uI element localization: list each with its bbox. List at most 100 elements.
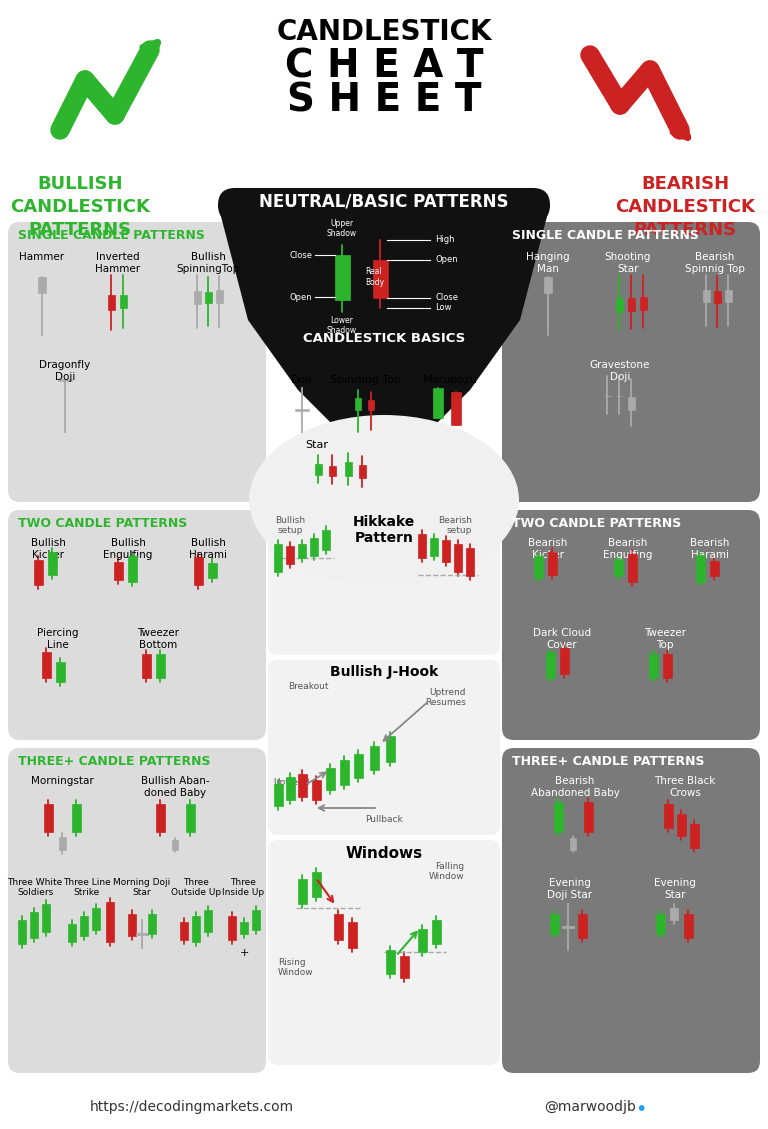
Bar	[228, 916, 236, 940]
Bar	[180, 922, 188, 940]
Text: S H E E T: S H E E T	[286, 82, 482, 120]
Bar	[418, 534, 426, 558]
Text: High: High	[435, 236, 455, 245]
Bar	[48, 552, 57, 575]
Text: Breakout: Breakout	[288, 682, 328, 691]
Bar	[155, 804, 164, 832]
Text: Hammer: Hammer	[19, 252, 65, 262]
Bar	[627, 554, 637, 583]
Bar	[418, 929, 426, 952]
FancyBboxPatch shape	[268, 840, 500, 1065]
Ellipse shape	[249, 415, 519, 585]
Text: Piercing
Line: Piercing Line	[38, 628, 79, 649]
Bar	[451, 392, 461, 425]
Text: NEUTRAL/BASIC PATTERNS: NEUTRAL/BASIC PATTERNS	[260, 192, 508, 210]
Bar	[194, 291, 200, 304]
Bar	[369, 746, 379, 770]
FancyBboxPatch shape	[268, 510, 500, 655]
Bar	[548, 552, 557, 575]
Bar	[663, 654, 671, 679]
Bar	[534, 555, 542, 578]
Bar	[120, 295, 127, 308]
Text: CANDLESTICK: CANDLESTICK	[276, 18, 492, 46]
Bar	[55, 662, 65, 682]
Bar	[34, 560, 42, 585]
FancyBboxPatch shape	[268, 660, 500, 835]
Bar	[41, 653, 51, 679]
Text: Bearish
Kicker: Bearish Kicker	[528, 539, 568, 560]
Text: THREE+ CANDLE PATTERNS: THREE+ CANDLE PATTERNS	[18, 755, 210, 768]
Bar	[297, 774, 306, 797]
Bar	[322, 530, 330, 550]
Text: https://decodingmarkets.com: https://decodingmarkets.com	[90, 1100, 294, 1114]
Bar	[703, 290, 710, 301]
Bar	[353, 754, 362, 778]
FancyBboxPatch shape	[502, 510, 760, 739]
Bar	[724, 290, 731, 301]
Bar	[127, 555, 137, 583]
Text: Three Line
Strike: Three Line Strike	[63, 878, 111, 898]
Text: Three
Outside Up: Three Outside Up	[171, 878, 221, 898]
Text: +: +	[240, 948, 249, 959]
Bar	[584, 802, 592, 832]
Text: Low: Low	[435, 304, 452, 313]
Bar	[684, 914, 693, 938]
Bar	[554, 802, 562, 832]
Bar	[312, 780, 320, 800]
Bar	[207, 563, 217, 578]
Text: Dragonfly
Doji: Dragonfly Doji	[39, 360, 91, 382]
Bar	[544, 277, 552, 294]
Text: BEARISH
CANDLESTICK
PATTERNS: BEARISH CANDLESTICK PATTERNS	[615, 175, 755, 239]
FancyBboxPatch shape	[218, 189, 550, 222]
Bar	[92, 908, 100, 930]
Bar	[186, 804, 194, 832]
Bar	[345, 462, 352, 476]
Bar	[172, 840, 178, 850]
Bar	[204, 910, 212, 933]
Text: Three
Inside Up: Three Inside Up	[222, 878, 264, 898]
Text: THREE+ CANDLE PATTERNS: THREE+ CANDLE PATTERNS	[512, 755, 704, 768]
FancyBboxPatch shape	[502, 222, 760, 502]
Text: Bullish
setup: Bullish setup	[275, 516, 305, 535]
FancyBboxPatch shape	[8, 749, 266, 1073]
Text: Bullish
SpinningTop: Bullish SpinningTop	[177, 252, 240, 273]
Bar	[578, 914, 587, 938]
Text: Bullish Aban-
doned Baby: Bullish Aban- doned Baby	[141, 776, 210, 797]
Text: Three White
Soldiers: Three White Soldiers	[8, 878, 63, 898]
Bar	[326, 768, 335, 790]
Bar	[454, 544, 462, 572]
Text: Open: Open	[290, 292, 313, 301]
Bar	[433, 388, 443, 418]
Text: Evening
Doji Star: Evening Doji Star	[548, 878, 593, 900]
Bar	[335, 255, 349, 300]
Text: CANDLESTICK BASICS: CANDLESTICK BASICS	[303, 332, 465, 345]
Text: Hanging
Man: Hanging Man	[526, 252, 570, 273]
Bar	[386, 736, 395, 762]
Text: Evening
Star: Evening Star	[654, 878, 696, 900]
Bar	[108, 295, 114, 310]
Bar	[640, 297, 647, 310]
Text: C H E A T: C H E A T	[285, 49, 483, 86]
Bar	[204, 292, 211, 303]
Text: Spinning Top: Spinning Top	[329, 375, 400, 385]
Bar	[713, 291, 720, 303]
Bar	[71, 804, 81, 832]
Text: Bullish
Harami: Bullish Harami	[189, 539, 227, 560]
Bar	[128, 914, 136, 936]
Bar	[430, 539, 438, 555]
Text: Upper
Shadow: Upper Shadow	[327, 219, 357, 238]
Bar	[216, 290, 223, 303]
Bar	[38, 277, 46, 294]
Text: Bullish J-Hook: Bullish J-Hook	[330, 665, 438, 679]
Text: Tweezer
Bottom: Tweezer Bottom	[137, 628, 179, 649]
Bar	[68, 924, 76, 942]
Text: Falling
Window: Falling Window	[429, 863, 464, 882]
Text: Star: Star	[305, 440, 328, 450]
Text: Shooting
Star: Shooting Star	[605, 252, 651, 273]
Text: Morning Doji
Star: Morning Doji Star	[114, 878, 170, 898]
Bar	[690, 824, 699, 848]
Bar	[329, 466, 336, 476]
FancyBboxPatch shape	[502, 749, 760, 1073]
Text: TWO CANDLE PATTERNS: TWO CANDLE PATTERNS	[512, 517, 681, 530]
Text: Tweezer
Top: Tweezer Top	[644, 628, 686, 649]
